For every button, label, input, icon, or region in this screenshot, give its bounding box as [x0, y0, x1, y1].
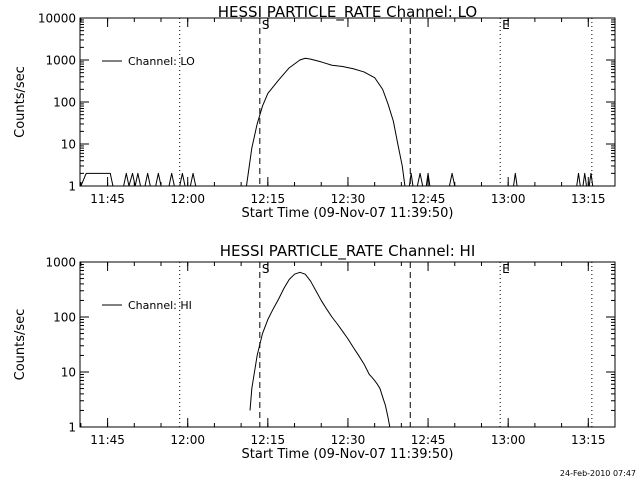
y-tick-label: 10: [61, 366, 76, 380]
marker-label: S: [262, 18, 270, 32]
series-line: [80, 57, 594, 187]
x-tick-label: 13:15: [571, 433, 606, 447]
marker-label: E: [502, 18, 510, 32]
x-tick-label: 11:45: [90, 433, 125, 447]
chart-title: HESSI PARTICLE_RATE Channel: HI: [220, 242, 476, 261]
x-axis-label: Start Time (09-Nov-07 11:39:50): [242, 206, 454, 221]
x-tick-label: 12:45: [411, 192, 446, 206]
y-tick-label: 100: [53, 311, 76, 325]
y-tick-label: 100: [53, 96, 76, 110]
x-tick-label: 12:45: [411, 433, 446, 447]
y-axis-label: Counts/sec: [13, 309, 28, 381]
marker-label: E: [502, 262, 510, 276]
y-axis-label: Counts/sec: [13, 66, 28, 138]
footer-timestamp: 24-Feb-2010 07:47: [560, 469, 636, 478]
x-tick-label: 12:15: [251, 192, 286, 206]
y-tick-label: 1000: [45, 256, 76, 270]
chart-panel-hi: HESSI PARTICLE_RATE Channel: HI 1 10 100 100…: [13, 242, 616, 462]
chart-panel-lo: HESSI PARTICLE_RATE Channel: LO 1 10 100 100…: [13, 3, 616, 221]
x-tick-label: 12:30: [331, 192, 366, 206]
x-tick-label: 12:00: [170, 433, 205, 447]
x-tick-label: 12:15: [251, 433, 286, 447]
chart-title: HESSI PARTICLE_RATE Channel: LO: [218, 3, 477, 22]
series-line: [249, 271, 391, 428]
y-tick-label: 1: [68, 421, 76, 435]
x-tick-label: 12:30: [331, 433, 366, 447]
y-tick-label: 10000: [38, 12, 76, 26]
x-tick-label: 13:00: [491, 433, 526, 447]
x-axis-label: Start Time (09-Nov-07 11:39:50): [242, 447, 454, 462]
x-tick-label: 11:45: [90, 192, 125, 206]
legend-label: Channel: LO: [128, 55, 195, 68]
marker-label: S: [262, 262, 270, 276]
x-tick-label: 13:00: [491, 192, 526, 206]
y-tick-label: 1: [68, 180, 76, 194]
y-tick-label: 1000: [45, 54, 76, 68]
plot-frame: [79, 261, 616, 428]
x-tick-label: 12:00: [170, 192, 205, 206]
y-tick-label: 10: [61, 138, 76, 152]
x-tick-label: 13:15: [571, 192, 606, 206]
plot-frame: [79, 17, 616, 187]
legend-label: Channel: HI: [128, 299, 192, 312]
